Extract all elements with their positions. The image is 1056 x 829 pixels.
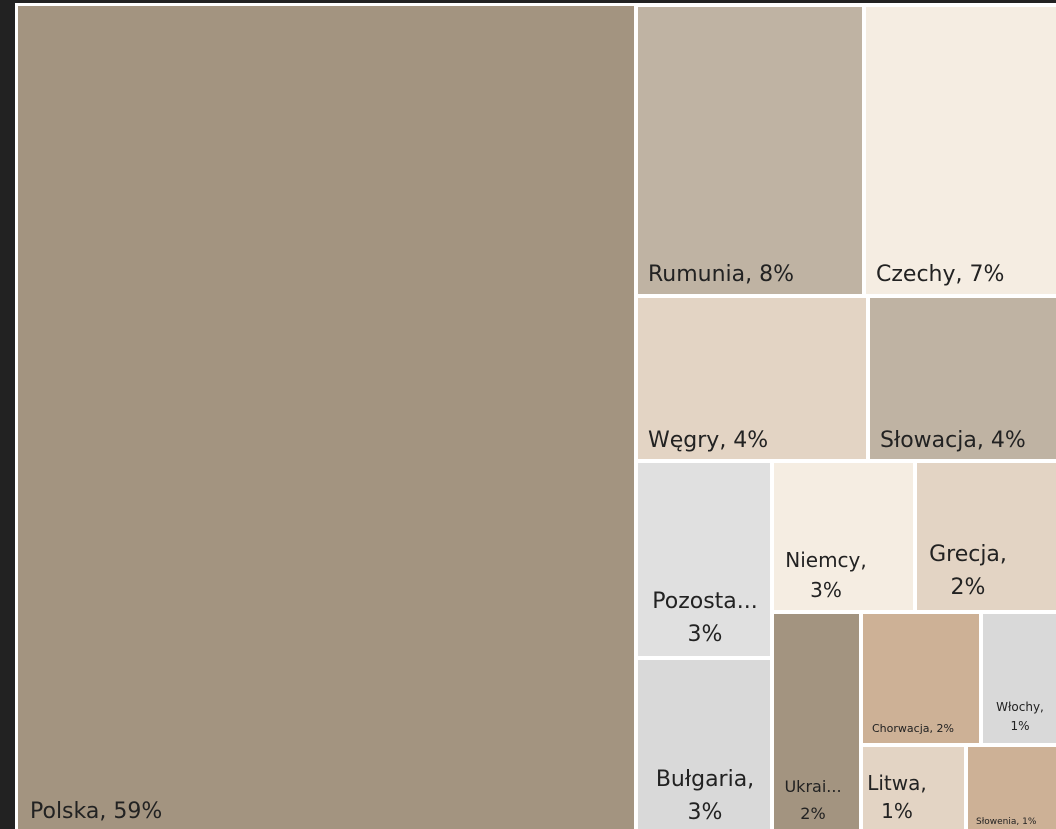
cell-label: Bułgaria, 3% <box>656 767 754 825</box>
treemap-cell <box>774 463 913 610</box>
cell-label: Grecja, 2% <box>929 542 1007 600</box>
label-line: 3% <box>810 578 842 602</box>
cell-label: Rumunia, 8% <box>648 262 794 287</box>
cell-label: Włochy, 1% <box>996 700 1044 733</box>
cell-label: Polska, 59% <box>30 799 162 824</box>
cell-label: Niemcy, 3% <box>785 548 867 602</box>
label-line: 1% <box>1010 719 1029 733</box>
label-line: Ukrai... <box>784 777 841 796</box>
treemap-cell <box>638 298 866 459</box>
label-line: 2% <box>951 575 986 600</box>
treemap-cell <box>968 747 1056 829</box>
label-line: Bułgaria, <box>656 767 754 792</box>
label-line: 1% <box>881 799 913 823</box>
treemap-cell <box>917 463 1056 610</box>
label-line: 2% <box>800 804 825 823</box>
treemap-cell <box>863 747 964 829</box>
label-line: Litwa, <box>867 771 927 795</box>
treemap-cell <box>866 7 1056 294</box>
label-line: 3% <box>688 622 723 647</box>
cell-label: Litwa, 1% <box>867 771 927 823</box>
cell-label: Węgry, 4% <box>648 428 768 453</box>
treemap-cell <box>983 614 1056 743</box>
treemap-cell <box>638 463 770 656</box>
cell-label: Ukrai... 2% <box>784 777 841 823</box>
cell-label: Słowenia, 1% <box>976 817 1037 827</box>
label-line: Grecja, <box>929 542 1007 567</box>
label-line: Niemcy, <box>785 548 867 572</box>
cell-label: Chorwacja, 2% <box>872 722 954 735</box>
treemap-cell <box>774 614 859 829</box>
cell-label: Słowacja, 4% <box>880 428 1026 453</box>
treemap-cell <box>870 298 1056 459</box>
cell-label: Pozosta... 3% <box>652 589 758 647</box>
treemap-cell <box>638 660 770 829</box>
treemap-cell <box>638 7 862 294</box>
label-line: Włochy, <box>996 700 1044 714</box>
treemap-cell <box>863 614 979 743</box>
cell-label: Czechy, 7% <box>876 262 1004 287</box>
treemap-cell <box>18 6 634 829</box>
label-line: Pozosta... <box>652 589 758 614</box>
label-line: 3% <box>688 800 723 825</box>
